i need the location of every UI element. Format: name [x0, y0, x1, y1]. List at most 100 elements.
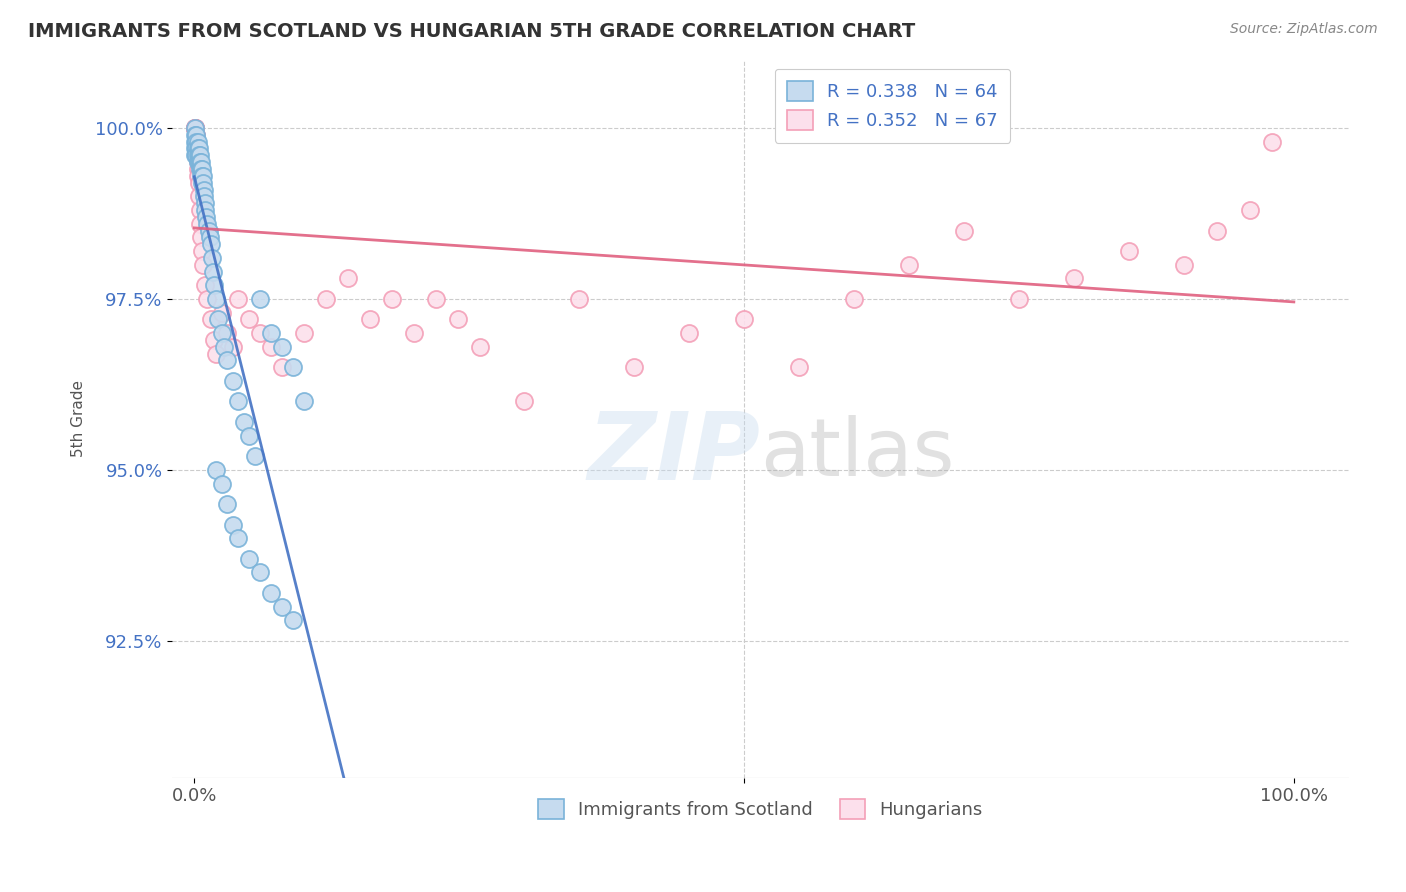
Point [195, 210, 218, 224]
Point [187, 176, 209, 190]
Point [198, 230, 221, 244]
Point [188, 155, 211, 169]
Point [187, 189, 209, 203]
Point [211, 305, 233, 319]
Point [283, 360, 305, 375]
Point [197, 292, 219, 306]
Point [271, 599, 294, 614]
Point [470, 340, 492, 354]
Point [238, 551, 260, 566]
Point [381, 292, 404, 306]
Point [188, 202, 211, 217]
Point [260, 326, 283, 340]
Point [200, 312, 222, 326]
Point [1239, 202, 1261, 217]
Point [188, 161, 211, 176]
Point [184, 120, 207, 135]
Point [191, 258, 214, 272]
Text: Source: ZipAtlas.com: Source: ZipAtlas.com [1230, 22, 1378, 37]
Point [190, 161, 212, 176]
Point [190, 230, 212, 244]
Point [188, 217, 211, 231]
Point [249, 566, 271, 580]
Point [184, 120, 207, 135]
Point [191, 161, 214, 176]
Point [187, 141, 209, 155]
Point [187, 141, 209, 155]
Point [207, 312, 229, 326]
Point [186, 135, 208, 149]
Point [184, 120, 207, 135]
Point [404, 326, 426, 340]
Point [205, 292, 228, 306]
Point [226, 292, 249, 306]
Point [222, 374, 245, 388]
Point [238, 312, 260, 326]
Point [243, 449, 266, 463]
Point [184, 120, 207, 135]
Point [249, 292, 271, 306]
Point [260, 340, 283, 354]
Point [184, 128, 207, 142]
Point [205, 346, 228, 360]
Point [513, 394, 536, 409]
Point [733, 312, 755, 326]
Point [260, 586, 283, 600]
Point [202, 278, 225, 293]
Point [187, 135, 209, 149]
Point [188, 148, 211, 162]
Point [1261, 135, 1284, 149]
Point [212, 340, 235, 354]
Point [187, 155, 209, 169]
Point [217, 497, 239, 511]
Point [217, 353, 239, 368]
Point [226, 394, 249, 409]
Point [186, 128, 208, 142]
Point [194, 202, 217, 217]
Point [191, 176, 214, 190]
Point [187, 155, 209, 169]
Point [205, 463, 228, 477]
Point [184, 120, 207, 135]
Point [359, 312, 381, 326]
Point [1063, 271, 1085, 285]
Point [202, 333, 225, 347]
Point [232, 415, 254, 429]
Point [187, 161, 209, 176]
Point [337, 271, 360, 285]
Point [191, 169, 214, 183]
Point [184, 120, 207, 135]
Point [1173, 258, 1195, 272]
Point [271, 360, 294, 375]
Point [184, 120, 207, 135]
Point [186, 128, 208, 142]
Point [842, 292, 865, 306]
Point [191, 169, 214, 183]
Point [184, 141, 207, 155]
Point [292, 394, 315, 409]
Point [1118, 244, 1140, 258]
Point [787, 360, 810, 375]
Point [186, 135, 208, 149]
Text: IMMIGRANTS FROM SCOTLAND VS HUNGARIAN 5TH GRADE CORRELATION CHART: IMMIGRANTS FROM SCOTLAND VS HUNGARIAN 5T… [28, 22, 915, 41]
Point [184, 120, 207, 135]
Y-axis label: 5th Grade: 5th Grade [72, 380, 86, 457]
Point [201, 251, 224, 265]
Point [1008, 292, 1031, 306]
Point [623, 360, 645, 375]
Point [249, 326, 271, 340]
Point [193, 189, 215, 203]
Point [186, 128, 208, 142]
Point [187, 155, 209, 169]
Point [283, 613, 305, 627]
Point [184, 120, 207, 135]
Text: ZIP: ZIP [588, 409, 761, 500]
Point [425, 292, 447, 306]
Point [186, 148, 208, 162]
Point [211, 476, 233, 491]
Point [191, 176, 214, 190]
Point [197, 223, 219, 237]
Point [201, 264, 224, 278]
Text: atlas: atlas [761, 416, 955, 493]
Point [184, 120, 207, 135]
